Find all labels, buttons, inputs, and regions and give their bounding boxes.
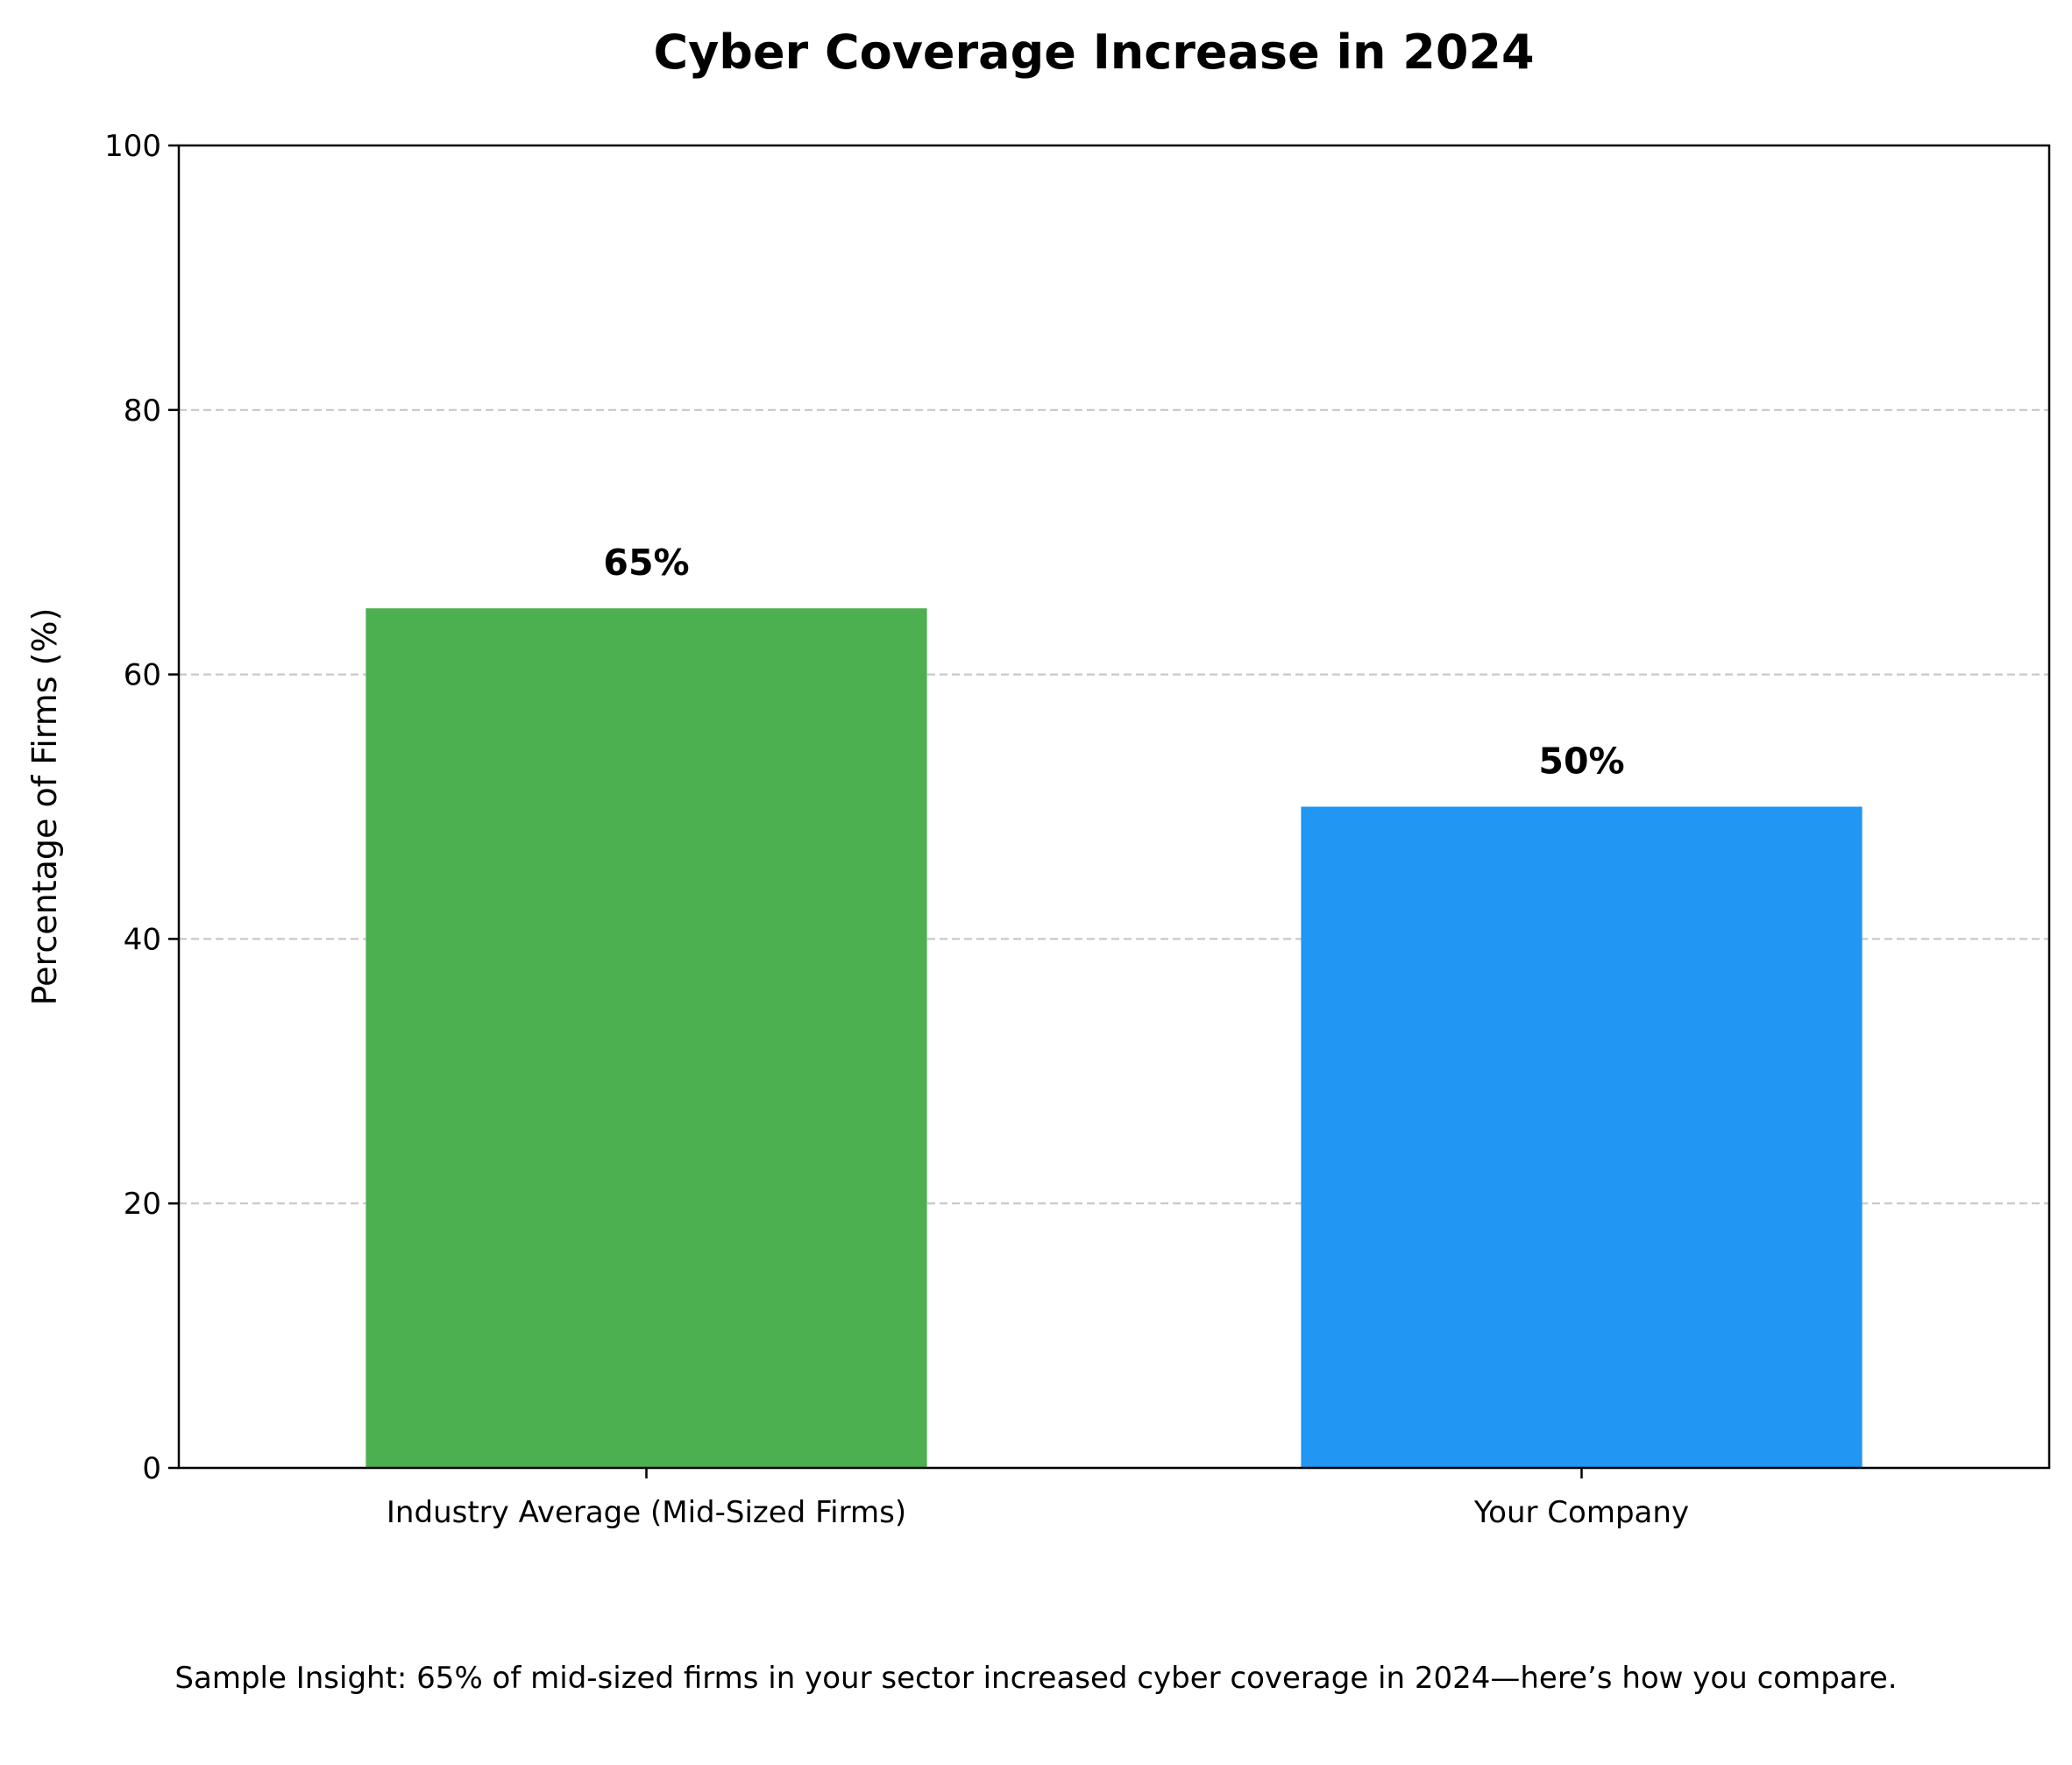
footnote-text: Sample Insight: 65% of mid-sized firms i… [174, 1661, 1898, 1696]
y-tick-label: 60 [124, 658, 161, 693]
x-tick-label: Industry Average (Mid-Sized Firms) [387, 1495, 906, 1530]
y-tick-label: 80 [124, 393, 161, 429]
value-labels: 65% 50% [603, 542, 1624, 782]
plot-frame [177, 144, 2051, 1470]
y-tick-label: 100 [104, 129, 161, 164]
x-tick-label: Your Company [1473, 1495, 1689, 1530]
y-tick-label: 0 [142, 1451, 161, 1486]
y-axis-label: Percentage of Firms (%) [25, 608, 64, 1006]
bar-2 [1301, 806, 1863, 1468]
chart-title: Cyber Coverage Increase in 2024 [653, 25, 1534, 80]
value-label: 65% [603, 542, 689, 584]
value-label: 50% [1538, 741, 1624, 783]
y-tick-label: 40 [124, 922, 161, 957]
x-axis: Industry Average (Mid-Sized Firms) Your C… [387, 1468, 1689, 1530]
footnote: Sample Insight: 65% of mid-sized firms i… [0, 1661, 2072, 1697]
bar-1 [365, 608, 927, 1468]
y-tick-label: 20 [124, 1187, 161, 1222]
y-axis: 0 20 40 60 80 100 [104, 129, 179, 1486]
bars [365, 608, 1863, 1468]
